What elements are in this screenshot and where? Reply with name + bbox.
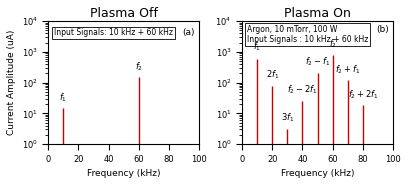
Text: Input Signals: 10 kHz + 60 kHz: Input Signals: 10 kHz + 60 kHz <box>54 28 173 38</box>
Text: $f_2-2f_1$: $f_2-2f_1$ <box>287 84 318 96</box>
X-axis label: Frequency (kHz): Frequency (kHz) <box>87 169 160 178</box>
Text: $f_1$: $f_1$ <box>59 92 67 104</box>
Y-axis label: Current Amplitude (uA): Current Amplitude (uA) <box>7 30 16 135</box>
Text: $f_2+f_1$: $f_2+f_1$ <box>335 63 361 76</box>
X-axis label: Frequency (kHz): Frequency (kHz) <box>281 169 355 178</box>
Text: (b): (b) <box>376 25 389 34</box>
Text: $f_2+2f_1$: $f_2+2f_1$ <box>348 88 378 101</box>
Text: $f_2-f_1$: $f_2-f_1$ <box>305 56 330 68</box>
Text: (a): (a) <box>182 28 195 38</box>
Text: $f_1$: $f_1$ <box>253 41 261 53</box>
Text: $3f_1$: $3f_1$ <box>281 112 294 124</box>
Title: Plasma Off: Plasma Off <box>90 7 157 20</box>
Text: Argon, 10 mTorr, 100 W
Input Signals : 10 kHz + 60 kHz: Argon, 10 mTorr, 100 W Input Signals : 1… <box>246 25 368 44</box>
Title: Plasma On: Plasma On <box>284 7 351 20</box>
Text: $2f_1$: $2f_1$ <box>266 69 279 81</box>
Text: $f_2$: $f_2$ <box>135 61 143 73</box>
Text: $f_2$: $f_2$ <box>329 38 337 50</box>
